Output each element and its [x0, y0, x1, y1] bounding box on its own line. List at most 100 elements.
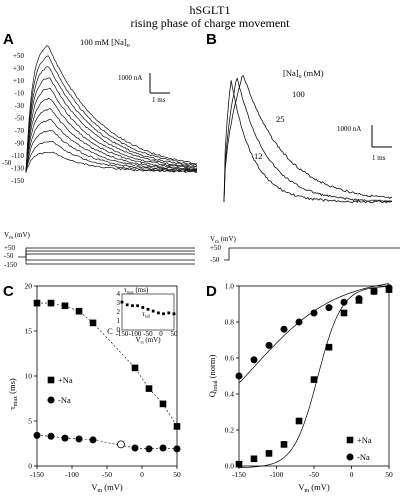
protocol-b-level-2: -50: [210, 256, 220, 264]
panel-c-point-circle: [75, 435, 83, 443]
protocol-a-level-3: -150: [4, 261, 17, 269]
panel-a-trace: [25, 97, 198, 172]
panel-b-protocol: Vm (mV) +50 -50: [210, 235, 400, 264]
panel-a: A 100 mM [Na]o +50 +30 +10 -10 -30 -50 -70 -90 -…: [2, 31, 198, 269]
panel-a-trace: [25, 66, 198, 172]
panel-d-y-label: Qtotal (norm): [207, 355, 219, 398]
panel-a-trace: [25, 87, 198, 173]
panel-a-trace-label: -90: [15, 140, 25, 148]
panel-d-x-tick-label: 0: [350, 470, 354, 479]
panel-a-trace-label: -50: [15, 115, 25, 123]
inset-y-tick-label: 2: [117, 308, 121, 316]
panel-d-legend-marker-nona: [346, 453, 354, 461]
panel-d-point-square: [325, 343, 333, 351]
panel-c-point-square: [61, 302, 69, 310]
panel-c-x-tick-label: 0: [140, 470, 144, 479]
panel-d-fit-nona: [238, 283, 390, 384]
panel-c-y-tick-label: 15: [25, 327, 33, 336]
panel-a-trace-labels: +50 +30 +10 -10 -30 -50 -70 -90 -110 -130 -150: [11, 52, 24, 185]
inset-point: [125, 303, 129, 307]
panel-b-scale-time: 1 ms: [372, 154, 386, 162]
panel-c-point-circle: [33, 431, 41, 439]
panel-a-protocol: Vm (mV) +50 -50 -150: [4, 231, 195, 269]
panel-c-point-square: [145, 385, 153, 392]
panel-d-y-tick-label: 0.6: [225, 354, 235, 363]
panel-d-label: D: [206, 283, 217, 300]
panel-d-point-circle: [370, 287, 378, 295]
panel-d-point-square: [280, 441, 288, 448]
inset-point: [146, 307, 150, 311]
panel-a-label: A: [3, 31, 14, 48]
inset-x-tick-label: -50: [143, 330, 153, 338]
panel-c-x-label: Vm (mV): [91, 482, 123, 494]
panel-b-trace: [223, 80, 393, 204]
panel-c-label: C: [3, 283, 14, 300]
panel-c-point-circle: [131, 444, 139, 452]
inset-frame: [121, 293, 175, 331]
panel-a-scale-bar: 1000 nA 1 ms: [118, 73, 170, 104]
panel-c-legend-na: +Na: [58, 375, 73, 385]
panel-d-point-square: [295, 417, 303, 425]
panel-b-scale-bar: 1000 nA 1 ms: [337, 125, 392, 162]
inset-point: [151, 309, 155, 313]
panel-b-trace: [223, 74, 393, 202]
inset-x-tick-label: -150: [116, 330, 129, 338]
panel-c-fit-nona: [36, 435, 178, 450]
panel-d-point-circle: [340, 298, 348, 306]
panel-c-y-label: τmax (ms): [7, 378, 19, 410]
panel-c-point-circle: [173, 445, 181, 453]
panel-a-traces: [25, 45, 198, 173]
panel-a-trace: [25, 119, 198, 173]
panel-b-trace-label-100: 100: [292, 89, 305, 99]
panel-d-y-tick-label: 1.0: [225, 282, 235, 291]
panel-a-annotation: 100 mM [Na]o: [80, 37, 130, 49]
panel-c-legend-marker-na: [47, 376, 55, 384]
panel-a-trace-label: -10: [15, 90, 25, 98]
panel-d-point-circle: [280, 325, 288, 333]
panel-c-point-circle: [61, 434, 69, 442]
panel-c-x-tick-label: 50: [173, 470, 181, 479]
panel-a-trace-label: -70: [15, 127, 25, 135]
inset-point: [131, 304, 134, 308]
inset-point: [172, 312, 176, 316]
panel-c-y-tick-label: 20: [25, 282, 33, 291]
panel-d-point-square: [235, 460, 243, 468]
svg-text:Vm (mV): Vm (mV): [210, 235, 237, 245]
protocol-a-level-1: +50: [4, 244, 15, 252]
panel-d-y-tick-label: 0.4: [225, 390, 235, 399]
panel-a-scale-current: 1000 nA: [118, 74, 142, 82]
inset-point: [141, 306, 145, 309]
panel-c-legend-marker-nona: [47, 396, 55, 404]
panel-c-point-circle: [47, 432, 55, 440]
protocol-b-level-1: +50: [210, 244, 221, 252]
panel-d-point-circle: [310, 309, 318, 317]
panel-d-x-tick-label: 50: [385, 470, 393, 479]
panel-a-trace: [25, 45, 198, 173]
figure-title: hSGLT1: [190, 3, 231, 17]
panel-a-trace-label: +50: [13, 52, 24, 60]
inset-x-tick-label: 50: [171, 330, 179, 338]
panel-d-point-circle: [265, 341, 273, 349]
panel-a-trace: [25, 108, 198, 172]
inset-y-tick-label: 0: [117, 326, 121, 334]
panel-d-plot: -150 -100 -50 0 50 0.0 0.2 0.4 0.6 0.8 1.0 Vm (mV) Q…: [207, 282, 393, 495]
panel-d-y-tick-label: 0.0: [225, 462, 235, 471]
figure-subtitle: rising phase of charge movement: [130, 16, 290, 30]
panel-b-trace: [223, 77, 393, 203]
panel-d-x-tick-label: -150: [232, 470, 246, 479]
inset-x-label: Vm (mV): [135, 336, 161, 345]
inset-point: [167, 311, 171, 315]
inset-x-tick-label: -100: [129, 330, 142, 338]
panel-c-point-square: [159, 400, 167, 408]
panel-c-x-tick-label: -100: [65, 470, 79, 479]
panel-b-annotation: [Na]o (mM): [283, 68, 324, 80]
panel-b-label: B: [206, 31, 217, 48]
panel-c-point-square: [131, 364, 139, 372]
panel-d-point-circle: [325, 304, 333, 312]
panel-c-point-circle: [159, 444, 167, 452]
inset-point: [157, 311, 160, 315]
panel-c-point-square: [173, 423, 181, 430]
protocol-a-level-2: -50: [4, 252, 14, 260]
